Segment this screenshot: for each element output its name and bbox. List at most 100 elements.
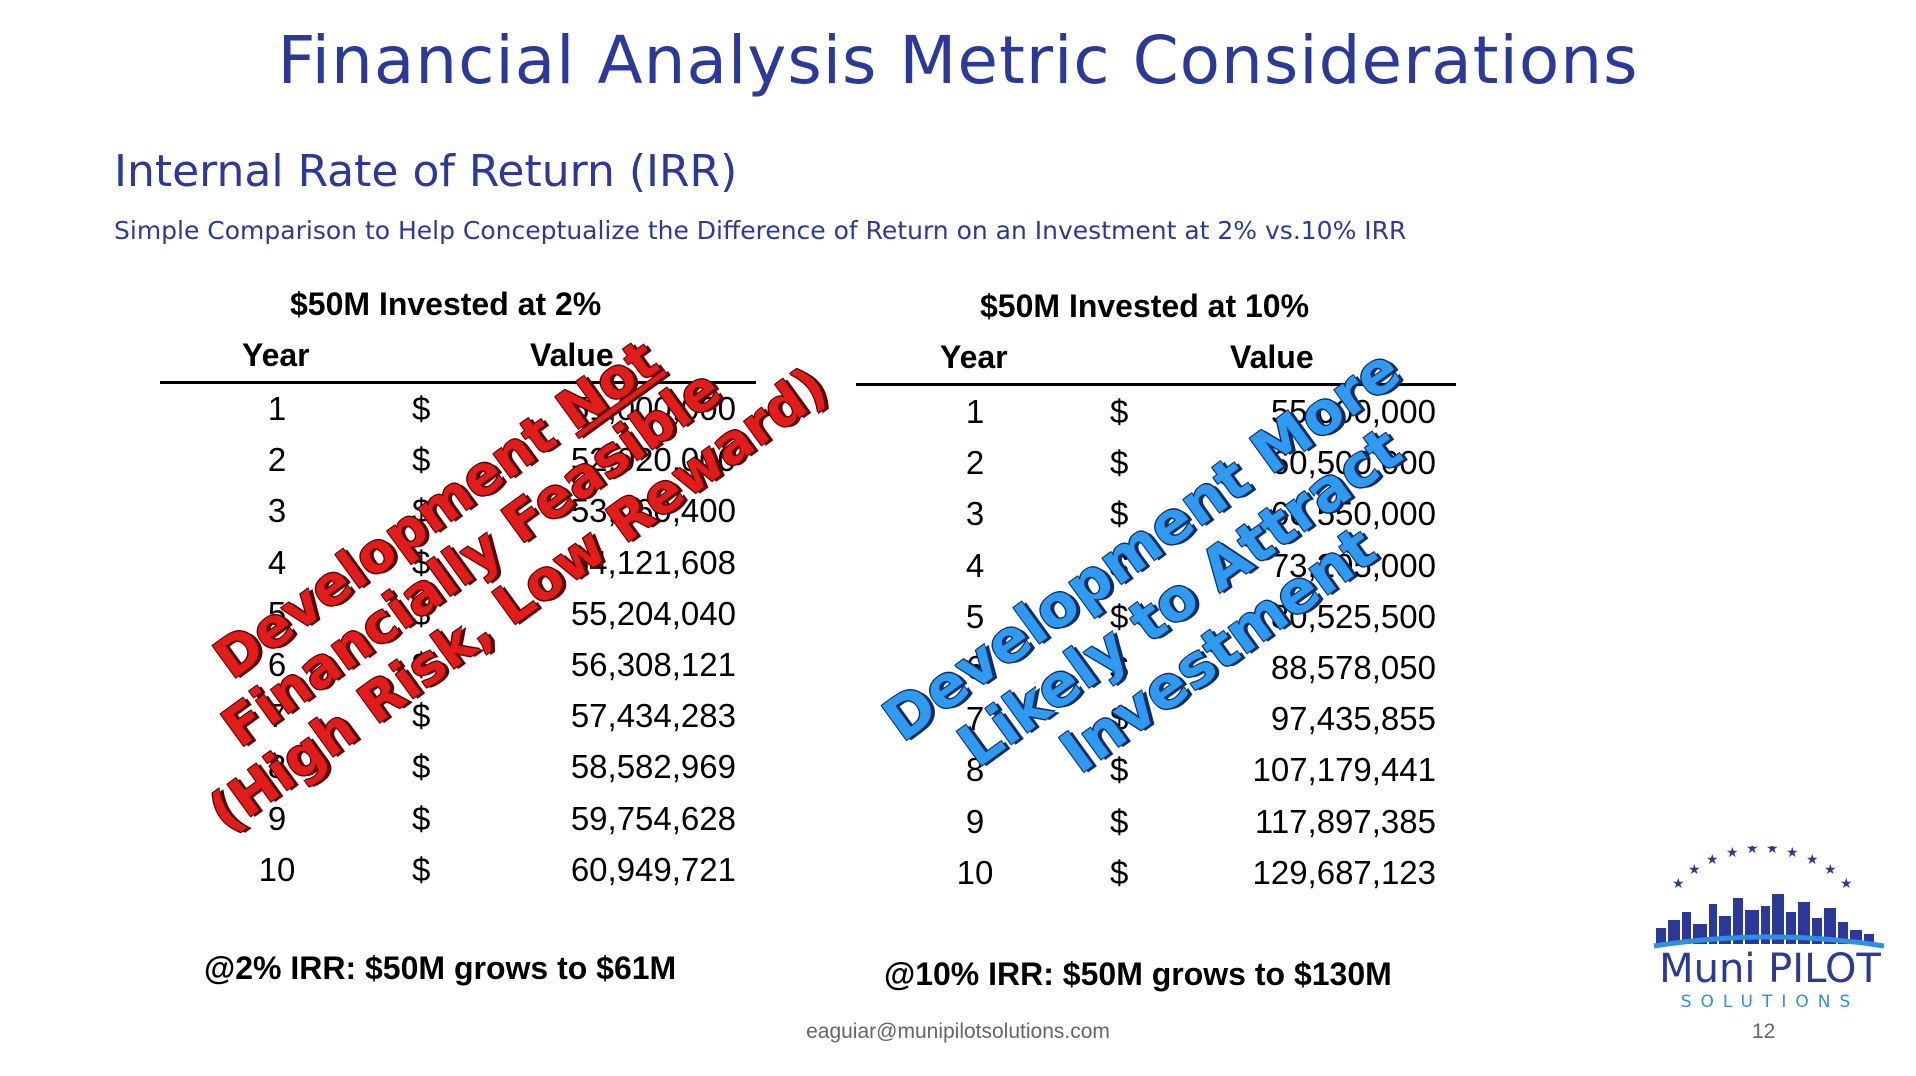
- slide-caption: Simple Comparison to Help Conceptualize …: [114, 216, 1407, 245]
- row-value: 53,060,400: [570, 492, 736, 530]
- row-currency: $: [412, 441, 431, 479]
- svg-text:★: ★: [1786, 846, 1799, 861]
- row-value: 55,204,040: [570, 594, 736, 632]
- logo-name: Muni PILOT: [1659, 946, 1881, 992]
- row-year: 8: [267, 748, 287, 786]
- row-value: 107,179,441: [1252, 751, 1436, 789]
- row-currency: $: [1110, 495, 1129, 533]
- row-currency: $: [412, 697, 431, 735]
- row-currency: $: [1110, 393, 1129, 430]
- table-2pct-value-header: Value: [530, 337, 614, 373]
- table-10pct-title: $50M Invested at 10%: [980, 288, 1310, 324]
- table-row: 6 $88,578,050: [0, 649, 1916, 700]
- row-year: 5: [267, 594, 287, 632]
- row-currency: $: [1110, 649, 1129, 686]
- row-value: 52,020,000: [570, 441, 736, 479]
- table-row: 8 $58,582,969: [0, 748, 1916, 799]
- svg-text:★: ★: [1746, 846, 1759, 857]
- row-currency: $: [1110, 802, 1129, 840]
- city-skyline-icon: ★ ★ ★ ★ ★ ★ ★ ★ ★ ★: [1653, 846, 1885, 949]
- table-2pct-title: $50M Invested at 2%: [290, 286, 602, 322]
- row-currency: $: [1110, 751, 1129, 789]
- table-10pct-year-header: Year: [940, 339, 1008, 375]
- row-value: 57,434,283: [570, 697, 736, 735]
- row-year: 3: [267, 492, 287, 530]
- row-year: 1: [267, 390, 287, 427]
- table-2pct-rule: [160, 381, 756, 384]
- row-currency: $: [412, 543, 431, 581]
- row-currency: $: [412, 492, 431, 530]
- row-year: 4: [267, 543, 287, 581]
- svg-text:★: ★: [1688, 862, 1701, 878]
- row-value: 59,754,628: [570, 799, 736, 837]
- table-2pct-summary: @2% IRR: $50M grows to $61M: [204, 950, 677, 986]
- table-row: 1 $55,000,000: [0, 393, 1916, 444]
- row-value: 80,525,500: [1270, 597, 1436, 635]
- row-year: 9: [965, 802, 985, 840]
- row-year: 8: [965, 751, 985, 789]
- table-row: 3 $53,060,400: [0, 492, 1916, 543]
- table-row: 10 $129,687,123: [0, 854, 1916, 905]
- row-year: 2: [965, 444, 985, 482]
- row-year: 9: [267, 799, 287, 837]
- row-value: 129,687,123: [1252, 853, 1436, 891]
- table-row: 4 $54,121,608: [0, 544, 1916, 595]
- row-year: 7: [965, 700, 985, 738]
- row-value: 58,582,969: [570, 748, 736, 786]
- row-year: 5: [965, 597, 985, 635]
- row-year: 10: [956, 853, 994, 891]
- row-currency: $: [412, 594, 431, 632]
- row-value: 60,949,721: [570, 850, 736, 888]
- row-currency: $: [412, 850, 431, 888]
- row-value: 55,000,000: [1270, 393, 1436, 430]
- table-row: 8 $107,179,441: [0, 751, 1916, 802]
- row-currency: $: [412, 748, 431, 786]
- table-row: 5 $55,204,040: [0, 595, 1916, 646]
- row-year: 6: [965, 649, 985, 686]
- svg-text:★: ★: [1726, 846, 1739, 861]
- table-row: 9 $59,754,628: [0, 800, 1916, 851]
- page-number: 12: [1752, 1020, 1776, 1043]
- row-currency: $: [412, 799, 431, 837]
- table-row: 2 $52,020,000: [0, 441, 1916, 492]
- table-row: 2 $60,500,000: [0, 444, 1916, 495]
- row-value: 66,550,000: [1270, 495, 1436, 533]
- table-row: 7 $57,434,283: [0, 697, 1916, 748]
- row-currency: $: [412, 646, 431, 683]
- row-year: 7: [267, 697, 287, 735]
- row-currency: $: [1110, 444, 1129, 482]
- table-row: 4 $73,205,000: [0, 547, 1916, 598]
- row-value: 73,205,000: [1270, 546, 1436, 584]
- table-row: 10 $60,949,721: [0, 851, 1916, 902]
- row-currency: $: [1110, 546, 1129, 584]
- row-year: 2: [267, 441, 287, 479]
- row-year: 1: [965, 393, 985, 430]
- row-currency: $: [1110, 700, 1129, 738]
- table-2pct-year-header: Year: [242, 337, 310, 373]
- table-10pct-value-header: Value: [1230, 339, 1314, 375]
- logo-tagline: SOLUTIONS: [1680, 992, 1860, 1012]
- row-value: 56,308,121: [570, 646, 736, 683]
- svg-text:★: ★: [1806, 852, 1819, 868]
- table-row: 6 $56,308,121: [0, 646, 1916, 697]
- row-year: 3: [965, 495, 985, 533]
- row-value: 54,121,608: [570, 543, 736, 581]
- row-currency: $: [1110, 853, 1129, 891]
- svg-text:★: ★: [1824, 862, 1837, 878]
- table-10pct-summary: @10% IRR: $50M grows to $130M: [884, 956, 1392, 992]
- table-row: 1 $51,000,000: [0, 390, 1916, 441]
- row-value: 51,000,000: [570, 390, 736, 427]
- table-row: 5 $80,525,500: [0, 598, 1916, 649]
- table-row: 7 $97,435,855: [0, 700, 1916, 751]
- row-value: 88,578,050: [1270, 649, 1436, 686]
- row-value: 60,500,000: [1270, 444, 1436, 482]
- svg-text:★: ★: [1766, 846, 1779, 857]
- row-currency: $: [412, 390, 431, 427]
- slide-subtitle: Internal Rate of Return (IRR): [114, 146, 738, 197]
- row-year: 6: [267, 646, 287, 683]
- row-value: 117,897,385: [1254, 802, 1436, 840]
- row-value: 97,435,855: [1270, 700, 1436, 738]
- footer-email: eaguiar@munipilotsolutions.com: [806, 1020, 1110, 1043]
- table-row: 9 $117,897,385: [0, 803, 1916, 854]
- svg-text:★: ★: [1840, 876, 1853, 892]
